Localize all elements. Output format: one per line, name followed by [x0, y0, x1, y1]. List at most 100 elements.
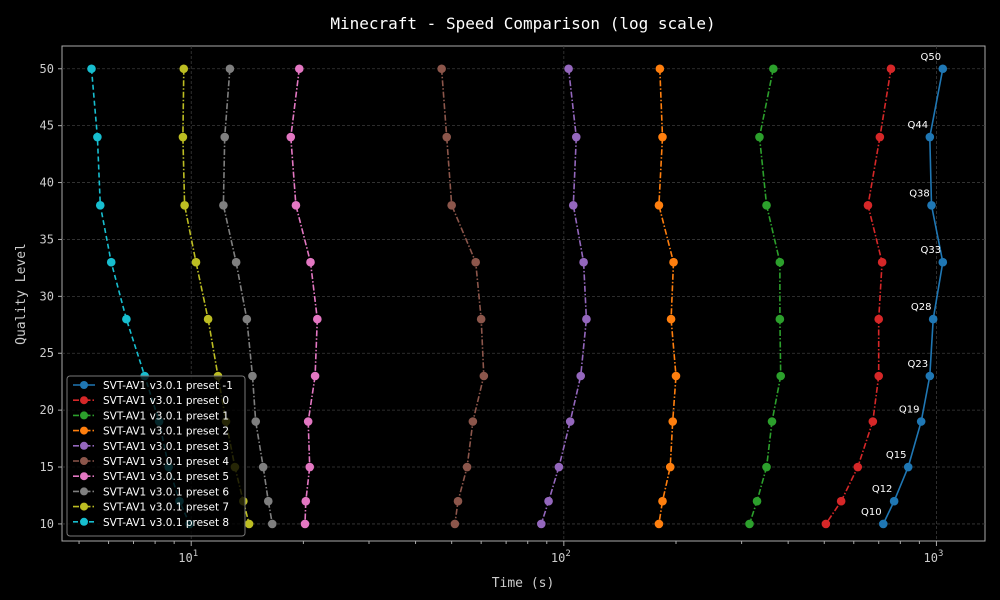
data-point [305, 462, 315, 472]
data-point [178, 132, 188, 142]
legend-label: SVT-AV1 v3.0.1 preset 3 [103, 441, 229, 453]
y-tick-label: 20 [40, 403, 54, 417]
legend-label: SVT-AV1 v3.0.1 preset 5 [103, 471, 229, 483]
data-point [665, 462, 675, 472]
data-point [294, 64, 304, 74]
data-label: Q28 [911, 302, 932, 313]
data-point [453, 496, 463, 506]
series-line [289, 68, 319, 524]
legend-label: SVT-AV1 v3.0.1 preset 6 [103, 486, 229, 498]
data-point [203, 314, 213, 324]
data-point [93, 132, 102, 142]
data-point [889, 496, 899, 506]
data-point [306, 257, 315, 267]
data-point [568, 201, 578, 210]
data-point [220, 132, 230, 142]
data-point [180, 201, 189, 210]
series-2 [745, 64, 786, 529]
data-point [836, 496, 846, 506]
data-point [755, 132, 764, 142]
legend-marker [80, 472, 88, 481]
y-tick-label: 25 [40, 346, 54, 360]
data-point [874, 314, 884, 324]
data-point [106, 257, 116, 267]
legend-label: SVT-AV1 v3.0.1 preset 7 [103, 502, 229, 514]
legend-marker [80, 457, 88, 465]
data-point [248, 371, 257, 381]
data-point [564, 64, 573, 74]
data-point [775, 314, 785, 324]
series-line [540, 68, 588, 525]
data-point [669, 257, 678, 267]
series-line [882, 68, 944, 525]
series-4 [536, 64, 591, 529]
data-point [668, 417, 678, 426]
legend-label: SVT-AV1 v3.0.1 preset 8 [103, 517, 229, 529]
data-point [244, 519, 254, 529]
data-point [655, 64, 665, 74]
legend-marker [80, 487, 88, 496]
x-axis-label: Time (s) [492, 576, 555, 591]
data-point [471, 257, 480, 267]
data-label: Q38 [909, 188, 930, 199]
data-point [762, 462, 771, 472]
legend-marker [80, 502, 88, 511]
data-point [263, 496, 273, 506]
legend-marker [80, 411, 88, 420]
data-point [576, 371, 586, 381]
data-point [301, 496, 311, 506]
data-point [468, 417, 478, 426]
data-point [775, 257, 785, 267]
series-3 [654, 64, 681, 529]
data-point [225, 64, 235, 74]
data-label: Q33 [920, 245, 941, 256]
data-point [179, 64, 189, 74]
data-point [877, 257, 887, 267]
series-7 [219, 64, 277, 529]
legend-marker [80, 396, 88, 405]
data-point [767, 417, 777, 426]
series-line [658, 68, 677, 525]
data-point [122, 314, 131, 324]
series-line [222, 68, 274, 525]
data-point [87, 64, 96, 74]
series-5 [437, 64, 489, 529]
legend-label: SVT-AV1 v3.0.1 preset 0 [103, 395, 229, 407]
x-tick-label: 103 [923, 549, 943, 565]
data-point [938, 64, 948, 74]
data-point [654, 519, 664, 529]
data-point [313, 314, 322, 324]
data-point [251, 417, 261, 426]
data-point [654, 201, 664, 210]
data-point [925, 132, 935, 142]
data-point [927, 201, 936, 210]
data-label: Q50 [920, 52, 941, 63]
data-point [903, 462, 913, 472]
y-tick-label: 10 [40, 517, 54, 531]
data-point [291, 201, 301, 210]
data-point [579, 257, 588, 267]
data-point [554, 462, 564, 472]
data-point [925, 371, 935, 381]
data-point [219, 201, 228, 210]
data-point [300, 519, 310, 529]
data-point [95, 201, 105, 210]
data-point [671, 371, 681, 381]
series-line [825, 68, 892, 525]
data-point [916, 417, 926, 426]
data-point [666, 314, 676, 324]
data-point [450, 519, 460, 529]
data-label: Q12 [872, 484, 893, 495]
data-point [658, 132, 667, 142]
data-point [447, 201, 456, 210]
legend-label: SVT-AV1 v3.0.1 preset 1 [103, 410, 229, 422]
data-point [191, 257, 201, 267]
y-tick-label: 15 [40, 460, 54, 474]
series-0: Q50 Q44 Q38 Q33 Q28 Q23 Q19 Q15 Q12 Q10 [861, 52, 948, 529]
data-point [476, 314, 486, 324]
legend: SVT-AV1 v3.0.1 preset -1 SVT-AV1 v3.0.1 p… [66, 375, 246, 537]
y-tick-label: 30 [40, 289, 54, 303]
data-point [853, 462, 863, 472]
data-point [565, 417, 575, 426]
